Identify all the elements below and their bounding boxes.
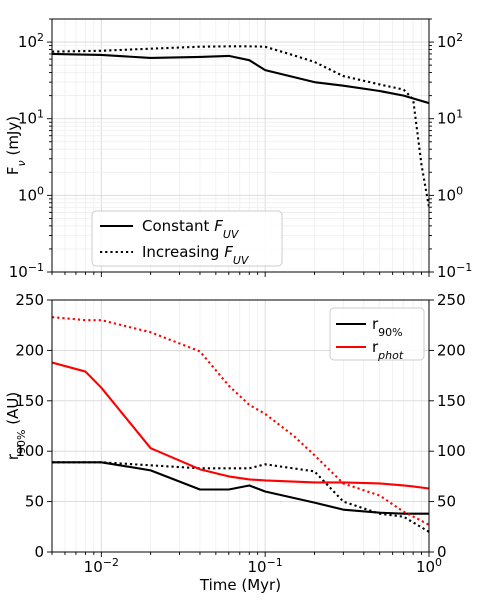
legend-label: rphot [372,338,404,362]
y-tick-label: 200 [15,341,44,359]
y-tick-label: 102 [18,31,44,52]
plot-frame [51,299,430,553]
series-line-r-phot-increasing [52,316,429,526]
y-tick-label: 50 [25,493,44,511]
legend: r90%rphot [329,307,425,362]
bottom-panel-radius: 0 0 50 50 100 100 150 150 200 200 250 250 10−2 10−1 10… [4,291,466,594]
x-tick-label: 10−1 [248,556,283,577]
y-tick-label: 100 [18,184,44,205]
y-axis-label: r90% (AU) [4,392,28,460]
y-tick-label-right: 101 [437,107,463,128]
y-tick-label: 250 [15,291,44,309]
legend-box [91,210,283,267]
y-tick-label: 10−1 [9,261,44,282]
y-tick-label: 101 [18,107,44,128]
y-tick-label-right: 102 [437,31,463,52]
y-tick-label-right: 10−1 [437,261,472,282]
y-tick-label: 100 [15,442,44,460]
x-tick-label: 10−2 [84,556,119,577]
x-axis-label: Time (Myr) [199,576,281,594]
legend-label: Constant FUV [142,217,240,241]
y-tick-label-right: 0 [437,543,447,561]
y-tick-label-right: 100 [437,442,466,460]
series-line-r-90-increasing [52,461,429,533]
series-line-r-phot-constant [52,361,429,490]
y-tick-label: 150 [15,392,44,410]
series-line-constant-f-uv [52,52,429,105]
plot-frame [51,18,430,273]
legend-label: Increasing FUV [142,243,250,267]
legend-label: r90% [372,315,403,339]
top-panel-flux: 10−1 10−1 100 100 101 101 102 102 Fν (mJy) Consta… [4,18,472,282]
series-group [52,45,429,208]
series-line-increasing-f-uv [52,45,429,208]
series-group [52,316,429,533]
y-tick-label-right: 200 [437,341,466,359]
series-line-r-90-constant [52,461,429,515]
y-tick-label-right: 250 [437,291,466,309]
y-tick-label-right: 100 [437,184,463,205]
y-tick-label-right: 150 [437,392,466,410]
y-tick-label-right: 50 [437,493,456,511]
y-axis-label: Fν (mJy) [4,116,28,175]
x-tick-label: 100 [416,556,442,577]
y-tick-label: 0 [34,543,44,561]
